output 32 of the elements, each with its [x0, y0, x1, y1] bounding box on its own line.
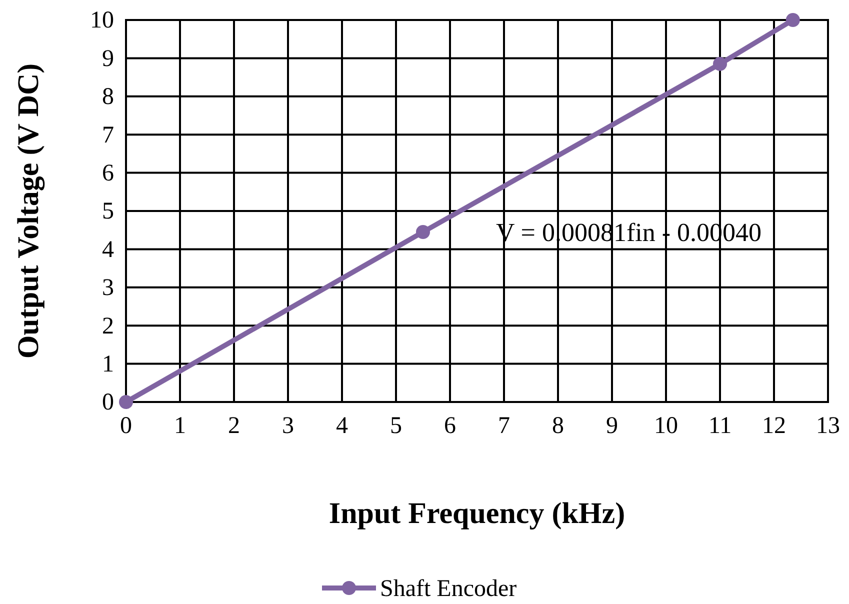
x-tick-label: 9 — [606, 413, 618, 440]
y-tick-label: 0 — [102, 390, 114, 416]
x-tick-label: 5 — [390, 413, 402, 440]
x-tick-label: 1 — [174, 413, 186, 440]
x-tick-label: 10 — [654, 413, 678, 440]
y-tick-label: 7 — [102, 122, 114, 148]
y-tick-label: 6 — [102, 160, 114, 186]
x-tick-label: 4 — [336, 413, 348, 440]
y-tick-label: 10 — [90, 8, 114, 34]
y-tick-label: 2 — [102, 313, 114, 340]
x-tick-label: 12 — [762, 413, 786, 440]
y-tick-label: 4 — [102, 236, 114, 263]
x-tick-label: 11 — [708, 413, 732, 440]
point — [416, 225, 430, 240]
point — [713, 56, 727, 71]
x-tick-label: 7 — [498, 413, 510, 440]
y-tick-label: 3 — [102, 275, 114, 302]
y-tick-label: 5 — [102, 198, 114, 225]
point — [786, 13, 800, 27]
point — [119, 395, 133, 409]
y-axis-title: Output Voltage (V DC) — [12, 63, 45, 359]
y-tick-label: 8 — [102, 84, 114, 110]
y-tick-label: 1 — [102, 351, 114, 378]
y-tick-label: 9 — [102, 46, 114, 72]
x-tick-label: 2 — [228, 413, 240, 440]
x-tick-label: 6 — [444, 413, 456, 440]
legend-label: Shaft Encoder — [380, 576, 517, 602]
x-tick-label: 8 — [552, 413, 564, 440]
x-tick-label: 3 — [282, 413, 294, 440]
x-tick-label: 13 — [816, 413, 840, 440]
x-axis-title: Input Frequency (kHz) — [328, 497, 626, 530]
x-tick-label: 0 — [120, 413, 132, 440]
